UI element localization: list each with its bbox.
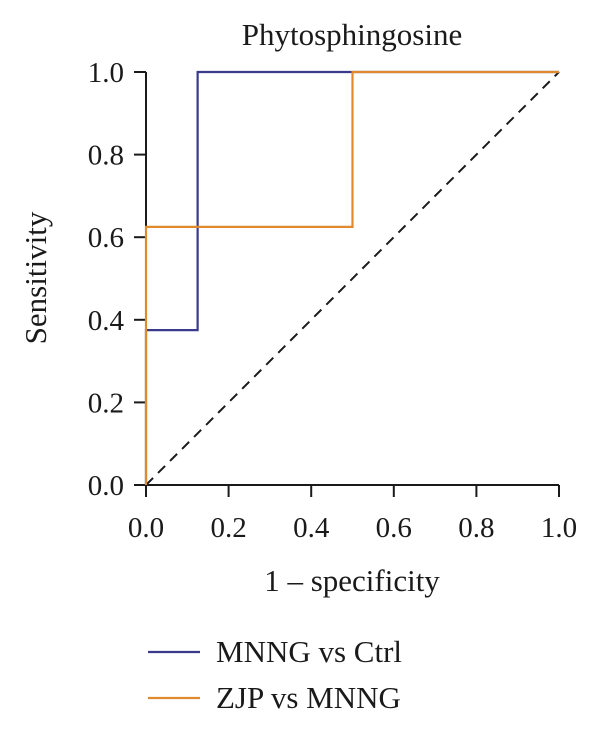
y-tick-label: 0.4 <box>88 305 125 337</box>
x-ticks: 0.0 0.2 0.4 0.6 0.8 1.0 <box>128 485 577 544</box>
y-axis-label: Sensitivity <box>18 211 53 344</box>
legend-label: ZJP vs MNNG <box>216 680 401 715</box>
x-axis-label: 1 – specificity <box>264 563 440 598</box>
x-tick-label: 0.8 <box>458 512 494 544</box>
series-line-2 <box>144 70 559 485</box>
y-tick-label: 0.2 <box>88 387 124 419</box>
y-tick-label: 1.0 <box>88 57 124 89</box>
plot-lines <box>144 70 560 486</box>
legend: MNNG vs Ctrl ZJP vs MNNG <box>148 634 402 715</box>
y-tick-label: 0.0 <box>88 470 124 502</box>
x-tick-label: 0.2 <box>210 512 246 544</box>
y-tick-label: 0.6 <box>88 222 124 254</box>
legend-label: MNNG vs Ctrl <box>216 634 402 669</box>
reference-diagonal <box>145 71 560 486</box>
y-tick-label: 0.8 <box>88 140 124 172</box>
x-tick-label: 0.6 <box>376 512 412 544</box>
x-tick-label: 0.4 <box>293 512 330 544</box>
y-ticks: 0.0 0.2 0.4 0.6 0.8 1.0 <box>88 57 146 502</box>
chart-title: Phytosphingosine <box>242 17 462 52</box>
x-tick-label: 1.0 <box>541 512 577 544</box>
x-tick-label: 0.0 <box>128 512 164 544</box>
